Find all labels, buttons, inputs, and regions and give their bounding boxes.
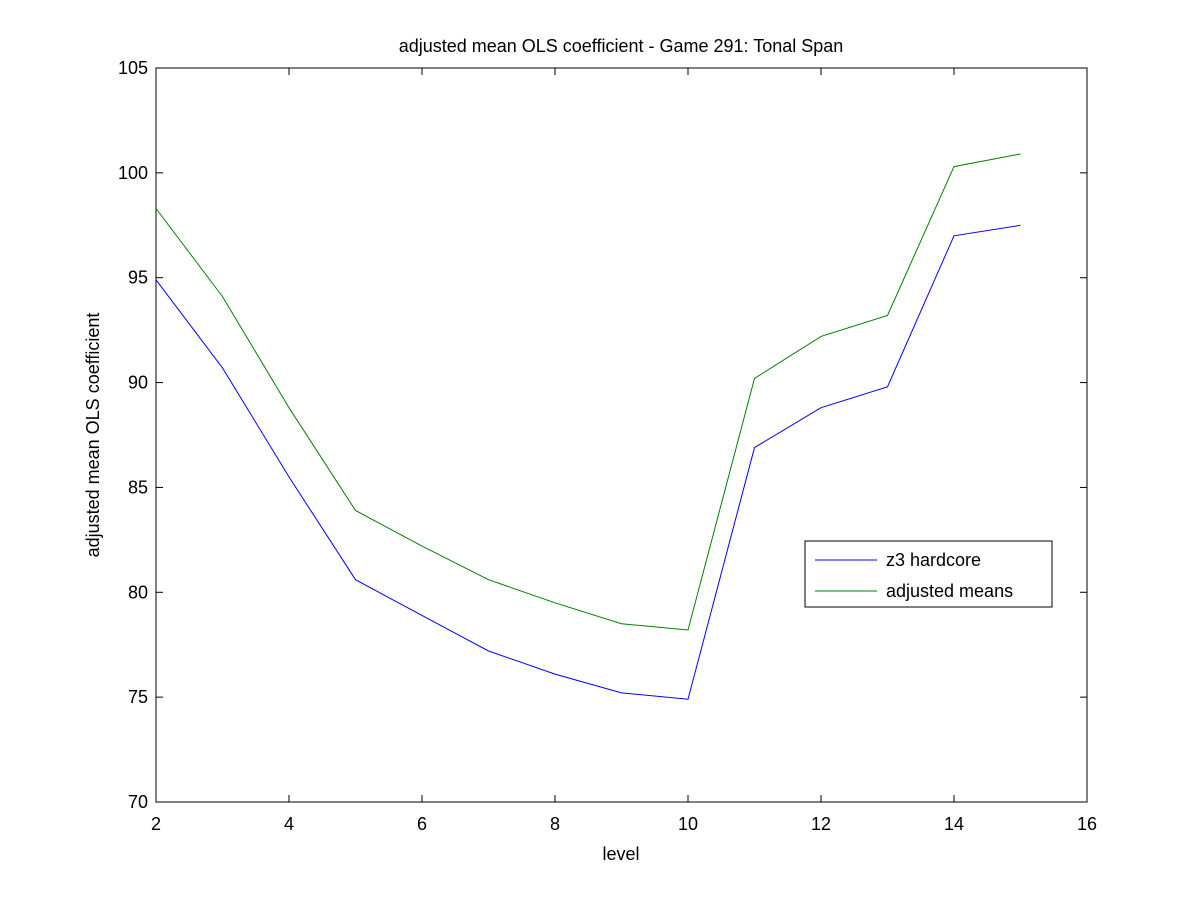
y-tick-label: 105	[118, 58, 148, 78]
y-tick-label: 100	[118, 163, 148, 183]
x-tick-label: 16	[1077, 814, 1097, 834]
y-tick-label: 90	[128, 373, 148, 393]
x-tick-label: 14	[944, 814, 964, 834]
series-line-z3-hardcore	[155, 224, 1021, 700]
legend-label-z3-hardcore: z3 hardcore	[886, 550, 981, 570]
y-tick-label: 70	[128, 792, 148, 812]
legend: z3 hardcore adjusted means	[804, 540, 1053, 608]
y-tick-label: 95	[128, 268, 148, 288]
series-lines	[155, 153, 1021, 700]
x-tick-label: 12	[811, 814, 831, 834]
legend-label-adjusted-means: adjusted means	[886, 581, 1013, 601]
y-tick-label: 85	[128, 477, 148, 497]
x-tick-label: 6	[417, 814, 427, 834]
tick-marks	[155, 67, 1088, 803]
y-tick-labels: 70 75 80 85 90 95 100 105	[118, 58, 148, 812]
series-line-adjusted-means	[155, 153, 1021, 631]
x-tick-label: 10	[678, 814, 698, 834]
legend-box	[804, 540, 1053, 608]
plot-frame	[155, 67, 1088, 803]
y-axis-label: adjusted mean OLS coefficient	[83, 313, 103, 558]
y-tick-label: 80	[128, 582, 148, 602]
x-tick-label: 2	[151, 814, 161, 834]
x-tick-labels: 2 4 6 8 10 12 14 16	[151, 814, 1097, 834]
x-tick-label: 8	[550, 814, 560, 834]
y-tick-label: 75	[128, 687, 148, 707]
x-tick-label: 4	[284, 814, 294, 834]
chart-title: adjusted mean OLS coefficient - Game 291…	[399, 36, 844, 56]
x-axis-label: level	[602, 844, 639, 864]
